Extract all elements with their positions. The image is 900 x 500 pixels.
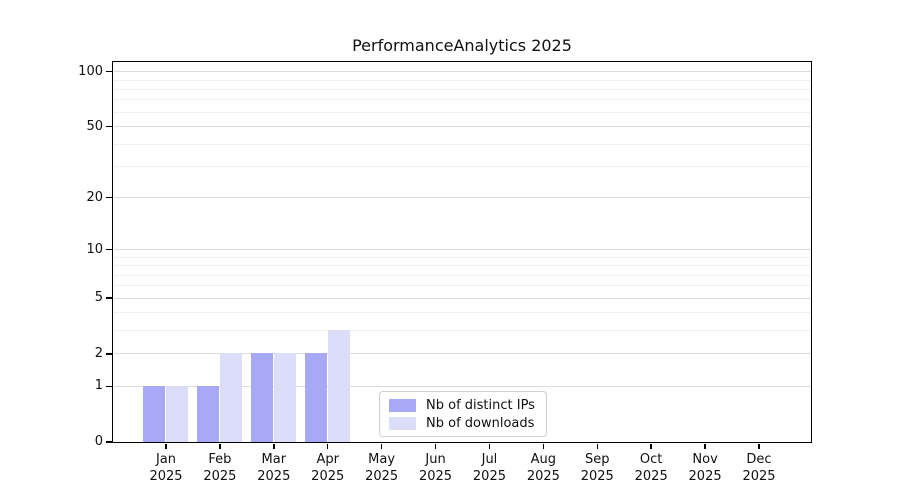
x-tick-label: Apr 2025	[311, 452, 345, 484]
x-tick-mark	[488, 443, 491, 449]
bar	[143, 385, 165, 442]
gridline-minor	[112, 143, 811, 145]
legend-swatch	[389, 398, 416, 412]
legend: Nb of distinct IPs Nb of downloads	[379, 391, 547, 437]
y-tick-label: 50	[86, 118, 103, 134]
y-tick-label: 2	[94, 345, 103, 361]
x-tick-mark	[219, 443, 221, 449]
gridline-minor	[112, 111, 811, 113]
gridline-minor	[112, 165, 811, 167]
x-tick-label: Jan 2025	[149, 452, 183, 484]
gridline-minor	[112, 256, 811, 258]
x-tick-label: Oct 2025	[634, 452, 668, 484]
x-tick-mark	[273, 443, 275, 449]
bar	[304, 353, 327, 442]
x-tick-mark	[596, 443, 599, 449]
plot-area	[111, 60, 812, 443]
y-tick-label: 10	[86, 241, 103, 257]
x-tick-label: Jun 2025	[418, 452, 453, 484]
x-tick-label: Nov 2025	[688, 452, 722, 484]
bar	[219, 353, 242, 442]
gridline-minor	[112, 274, 811, 276]
gridline-minor	[112, 99, 811, 101]
legend-item-downloads: Nb of downloads	[389, 415, 535, 431]
x-tick-mark	[758, 443, 760, 449]
gridline-major	[112, 71, 811, 73]
legend-label: Nb of downloads	[426, 415, 535, 431]
gridline-minor	[112, 330, 811, 332]
gridline-major	[112, 126, 811, 128]
x-tick-label: Dec 2025	[742, 452, 776, 484]
x-tick-label: Aug 2025	[526, 452, 560, 484]
x-tick-mark	[434, 443, 437, 449]
y-tick-mark	[105, 385, 112, 388]
gridline-minor	[112, 285, 811, 287]
bar	[196, 385, 219, 442]
bar	[250, 353, 273, 442]
gridline-minor	[112, 79, 811, 81]
x-tick-label: May 2025	[365, 452, 399, 484]
y-tick-mark	[105, 70, 112, 73]
gridline-minor	[112, 312, 811, 314]
gridline-major	[112, 385, 811, 387]
y-tick-label: 0	[94, 434, 103, 449]
gridline-major	[112, 353, 811, 355]
y-tick-mark	[105, 248, 112, 251]
gridline-minor	[112, 88, 811, 90]
x-tick-mark	[380, 443, 383, 449]
y-tick-label: 5	[94, 290, 103, 306]
x-tick-mark	[704, 443, 706, 449]
gridline-minor	[112, 265, 811, 267]
y-tick-label: 20	[86, 189, 103, 205]
x-tick-label: Sep 2025	[580, 452, 614, 484]
y-tick-mark	[105, 297, 112, 299]
legend-swatch	[389, 416, 416, 430]
x-tick-label: Mar 2025	[257, 452, 291, 484]
bar	[166, 385, 188, 442]
y-tick-label: 1	[94, 378, 103, 394]
y-tick-label: 100	[78, 63, 103, 79]
bar	[273, 353, 296, 442]
x-tick-mark	[542, 443, 545, 449]
y-tick-mark	[105, 125, 112, 128]
gridline-major	[112, 249, 811, 251]
gridline-major	[112, 297, 811, 299]
x-tick-label: Jul 2025	[472, 452, 506, 484]
x-tick-mark	[326, 443, 329, 449]
legend-item-distinct-ips: Nb of distinct IPs	[389, 397, 535, 413]
y-tick-mark	[105, 353, 112, 355]
x-tick-label: Feb 2025	[203, 452, 237, 484]
x-tick-mark	[650, 443, 652, 449]
chart-title: PerformanceAnalytics 2025	[352, 36, 572, 55]
bar	[327, 330, 350, 442]
legend-label: Nb of distinct IPs	[426, 397, 535, 413]
y-tick-mark	[105, 196, 112, 199]
gridline-major	[112, 197, 811, 199]
y-tick-mark	[105, 441, 112, 443]
x-tick-mark	[165, 443, 167, 449]
